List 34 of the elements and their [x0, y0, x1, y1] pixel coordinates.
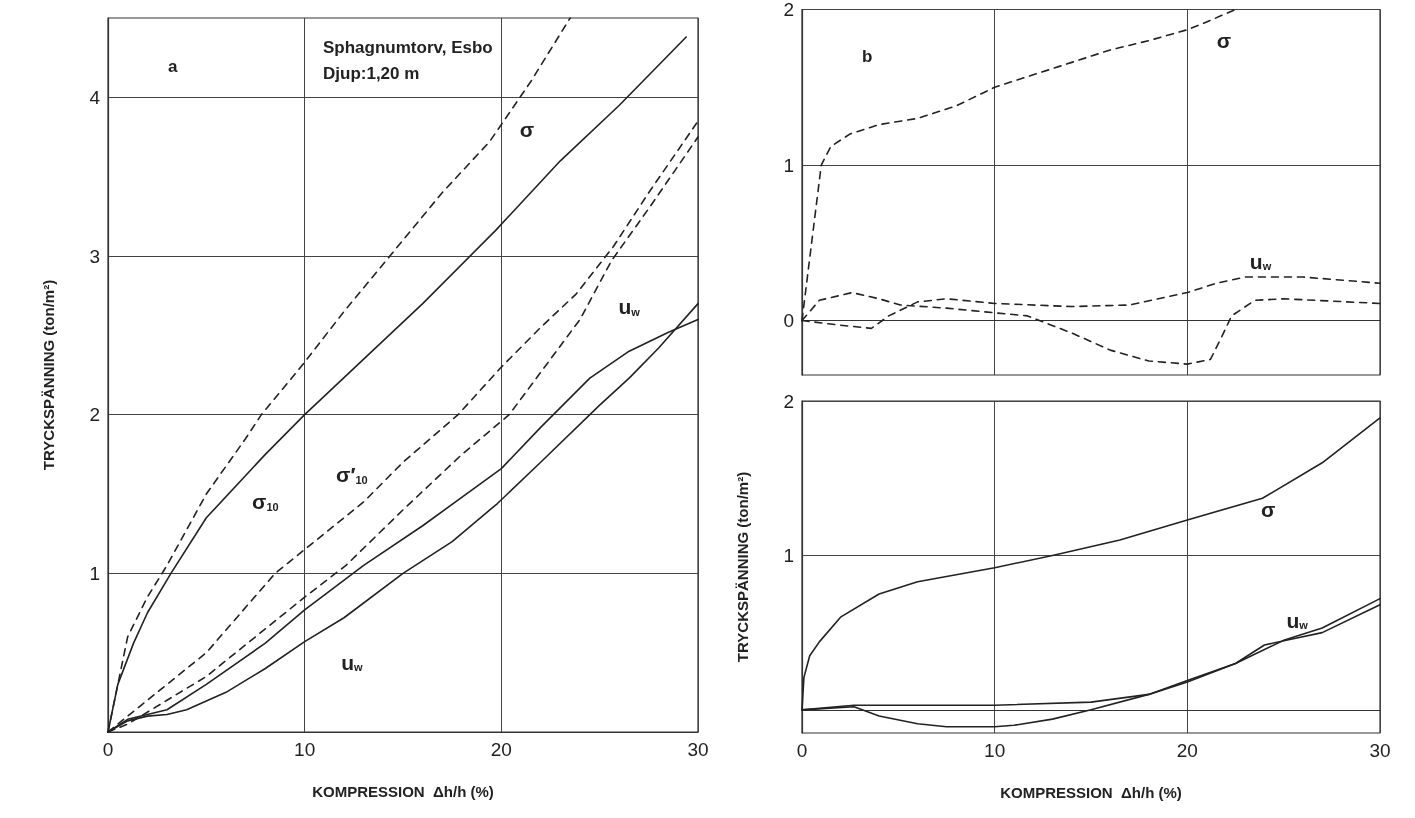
annotation: σ — [1261, 497, 1276, 521]
annotation: b — [862, 47, 873, 66]
annotation: uw — [1286, 608, 1309, 632]
y-tick-label: 1 — [783, 154, 794, 176]
x-tick-label: 10 — [984, 740, 1006, 761]
annotation: σ10 — [252, 490, 279, 514]
annotation: σ — [519, 117, 535, 141]
y-tick-label: 2 — [89, 404, 100, 426]
y-axis-title: TRYCKSPÄNNING (ton/m²) — [40, 279, 57, 471]
x-axis-title: KOMPRESSION Δh/h (%) — [312, 783, 494, 800]
annotation: σ′10 — [336, 463, 368, 487]
y-tick-label: 3 — [89, 245, 100, 267]
x-axis-title: KOMPRESSION Δh/h (%) — [1000, 784, 1182, 801]
x-tick-label: 20 — [490, 739, 512, 760]
x-tick-label: 20 — [1176, 740, 1198, 761]
annotation: uw — [341, 650, 363, 674]
y-tick-label: 0 — [783, 310, 794, 332]
x-tick-label: 10 — [294, 739, 316, 760]
y-tick-label: 2 — [783, 390, 794, 412]
x-tick-label: 0 — [102, 739, 114, 760]
x-tick-label: 0 — [796, 740, 808, 761]
y-tick-label: 2 — [783, 0, 794, 20]
annotation: a — [168, 57, 178, 76]
annotation: σ — [1216, 29, 1232, 53]
text: Djup:1,20 m — [323, 64, 420, 83]
y-tick-label: 1 — [89, 562, 100, 584]
y-axis-title: TRYCKSPÄNNING (ton/m²) — [734, 471, 751, 663]
x-tick-label: 30 — [1369, 740, 1391, 761]
y-tick-label: 4 — [89, 86, 101, 108]
x-tick-label: 30 — [687, 739, 709, 760]
text: Sphagnumtorv, Esbo — [323, 38, 493, 57]
annotation: uw — [1249, 249, 1272, 273]
y-tick-label: 1 — [783, 544, 794, 566]
annotation: uw — [618, 295, 641, 319]
